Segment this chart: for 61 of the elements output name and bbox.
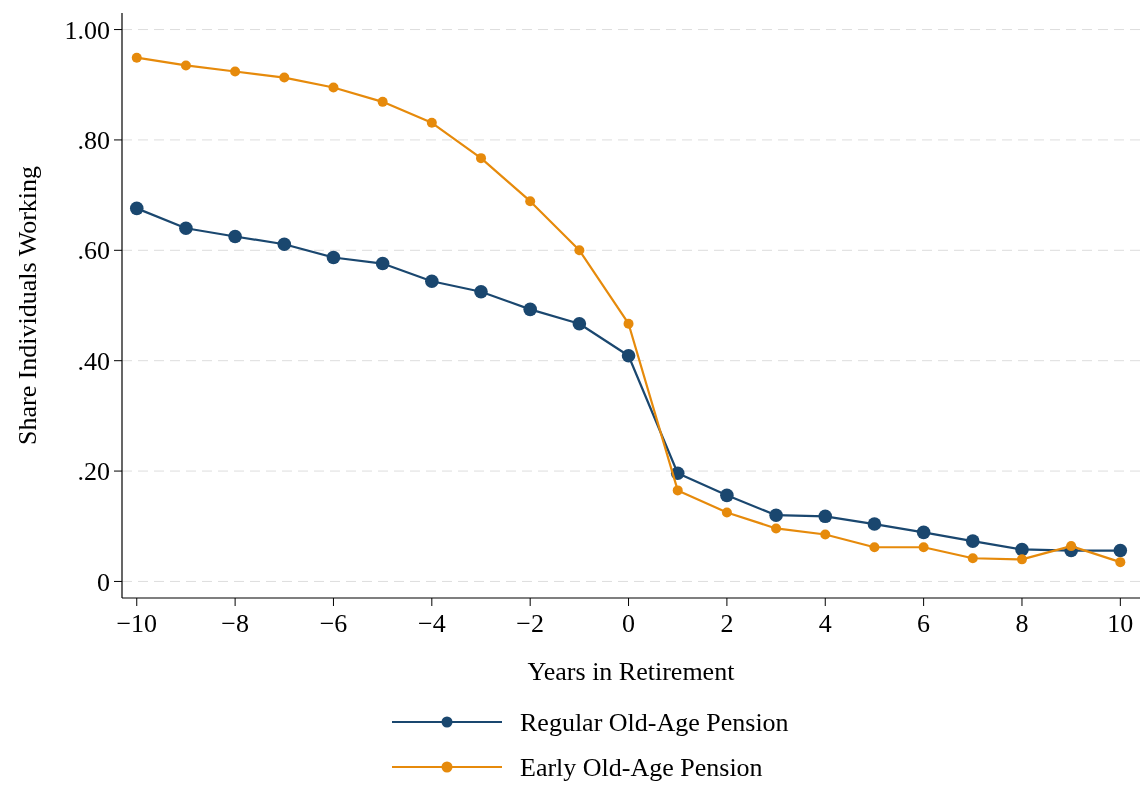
x-tick-label: −2: [516, 609, 545, 638]
point: [377, 96, 388, 107]
point: [277, 237, 292, 252]
x-tick-label: 4: [818, 609, 832, 638]
point: [426, 117, 437, 128]
point: [769, 508, 783, 523]
y-tick-label: .80: [77, 126, 110, 156]
x-tick-label: −10: [116, 609, 158, 638]
point: [228, 229, 242, 244]
point: [672, 485, 683, 496]
legend-label: Early Old-Age Pension: [520, 753, 763, 783]
point: [572, 316, 587, 331]
y-tick-label: .20: [77, 457, 110, 487]
point: [721, 507, 732, 518]
y-tick-label: .60: [77, 236, 110, 266]
point: [720, 488, 734, 503]
point: [918, 542, 929, 553]
point: [621, 348, 636, 363]
point: [623, 318, 634, 329]
point: [279, 72, 290, 83]
point: [1113, 543, 1128, 558]
x-tick-label: 2: [720, 609, 734, 638]
x-tick-label: −8: [221, 609, 249, 638]
point: [916, 525, 931, 540]
point: [326, 250, 341, 265]
point: [820, 529, 831, 540]
point: [1016, 554, 1027, 565]
x-tick-label: −4: [417, 609, 446, 638]
point: [131, 52, 142, 63]
point: [425, 274, 439, 289]
x-tick-label: −6: [319, 609, 348, 638]
point: [1015, 542, 1029, 557]
y-tick-label: .40: [77, 346, 110, 376]
point: [375, 256, 390, 271]
legend-label: Regular Old-Age Pension: [520, 708, 789, 738]
point: [180, 60, 191, 71]
point: [474, 284, 488, 299]
point: [574, 245, 585, 256]
x-tick-label: 0: [622, 609, 636, 638]
x-axis-title: Years in Retirement: [527, 657, 736, 686]
point: [965, 534, 980, 548]
point: [867, 517, 882, 531]
point: [869, 542, 880, 553]
y-tick-label: 0: [97, 567, 110, 597]
y-tick-label: 1.00: [64, 15, 110, 45]
point: [328, 82, 339, 93]
x-tick-label: 10: [1107, 609, 1134, 638]
x-tick-label: 8: [1015, 609, 1029, 638]
point: [230, 66, 241, 77]
point: [1066, 541, 1077, 552]
point: [129, 201, 144, 216]
point: [1115, 557, 1126, 568]
point: [771, 523, 782, 534]
point: [818, 509, 833, 524]
point: [523, 302, 537, 317]
point: [967, 553, 978, 564]
y-axis-title: Share Individuals Working: [13, 165, 42, 446]
point: [476, 153, 487, 164]
point: [179, 221, 193, 236]
x-tick-label: 6: [917, 609, 931, 638]
point: [525, 196, 536, 207]
